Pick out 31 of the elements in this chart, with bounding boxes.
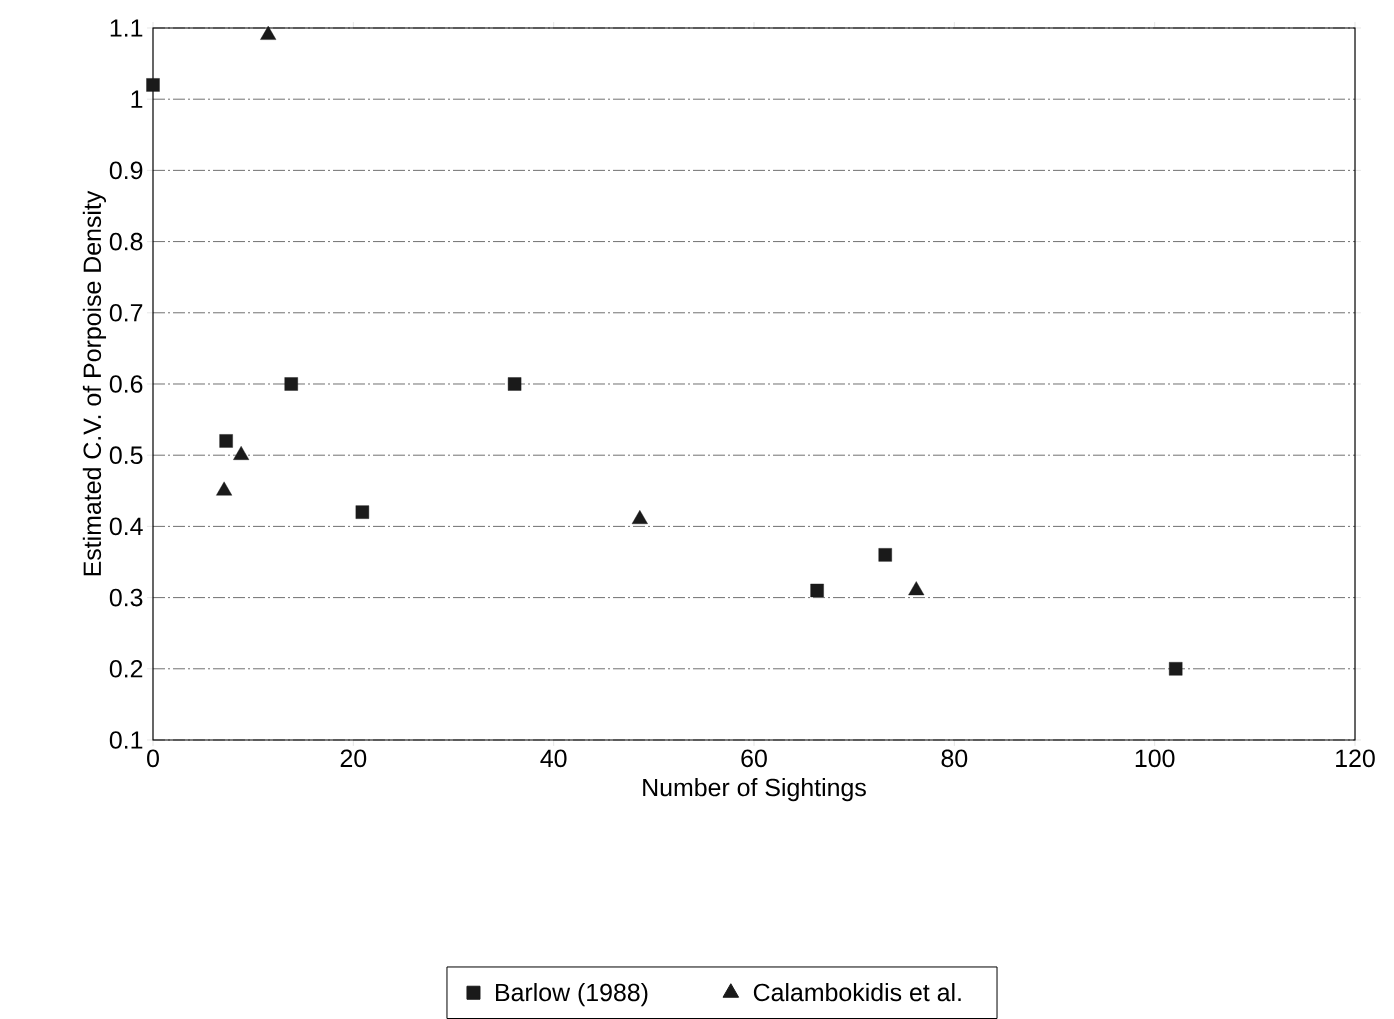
y-tick-label: 0.9 bbox=[109, 161, 143, 180]
x-tick-label: 120 bbox=[1336, 749, 1375, 768]
y-tick-label: 0.1 bbox=[109, 731, 143, 749]
y-tick-label: 1 bbox=[131, 90, 143, 108]
y-tick-label: 0.8 bbox=[109, 232, 143, 251]
y-tick-label: 0.5 bbox=[109, 446, 143, 465]
point bbox=[284, 377, 298, 391]
y-tick-label: 1.1 bbox=[110, 19, 143, 37]
point bbox=[507, 377, 522, 391]
legend-label: Barlow (1988) bbox=[496, 982, 648, 1007]
x-tick-label: 80 bbox=[941, 749, 968, 768]
y-tick-label: 0.6 bbox=[109, 375, 143, 393]
point bbox=[355, 505, 370, 519]
x-tick-label: 0 bbox=[147, 749, 159, 768]
x-tick-label: 40 bbox=[540, 749, 567, 768]
x-axis-title: Number of Sightings bbox=[643, 777, 866, 802]
point bbox=[1169, 662, 1183, 676]
y-tick-label: 0.3 bbox=[109, 588, 143, 607]
x-tick-label: 60 bbox=[741, 749, 767, 768]
point bbox=[219, 434, 233, 448]
legend-label: Calambokidis et al. bbox=[753, 982, 961, 1002]
point bbox=[878, 548, 892, 562]
x-tick-label: 20 bbox=[340, 749, 367, 768]
y-tick-label: 0.7 bbox=[109, 303, 143, 322]
point bbox=[908, 581, 925, 596]
y-tick-label: 0.2 bbox=[109, 659, 143, 678]
point bbox=[810, 583, 824, 598]
y-axis-title: Estimated C.V. of Porpoise Density bbox=[82, 190, 107, 576]
point bbox=[146, 78, 160, 92]
y-tick-label: 0.4 bbox=[109, 517, 143, 536]
x-tick-label: 100 bbox=[1135, 749, 1175, 768]
